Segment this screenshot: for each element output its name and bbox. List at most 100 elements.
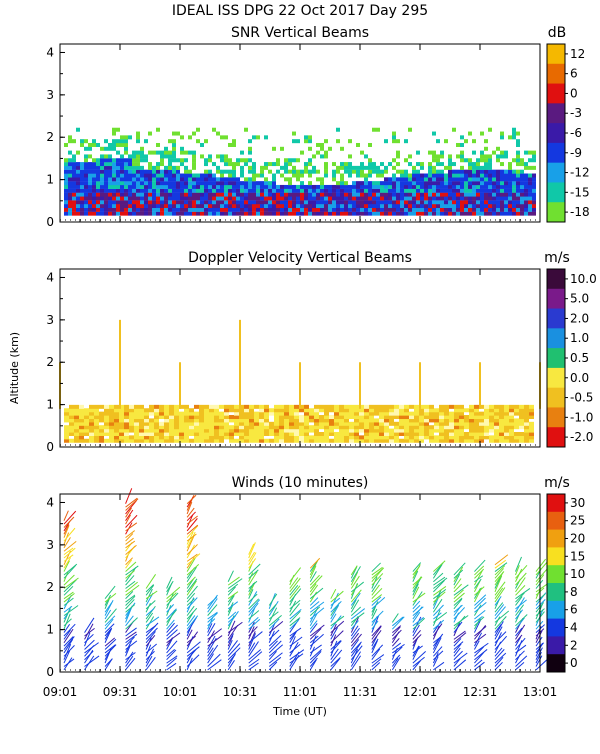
doppler-cell [319,431,324,436]
doppler-cell [489,404,494,409]
doppler-cell [199,431,204,436]
snr-cell [244,204,248,209]
doppler-cell [384,425,389,430]
doppler-cell [504,415,509,420]
snr-cell [220,207,224,212]
y-tick-label: 0 [46,665,54,679]
snr-cell [268,204,272,209]
snr-cell [364,173,368,178]
snr-cell [88,184,92,189]
snr-cell [472,211,476,216]
doppler-cell [524,428,529,433]
wind-barb [515,599,527,610]
wind-profile [453,562,469,671]
wind-barb [350,571,359,586]
snr-cell [460,196,464,201]
snr-cell [244,158,248,163]
doppler-cell [324,411,329,416]
snr-cell [208,200,212,205]
colorbar-swatch [547,182,565,203]
doppler-streak [479,362,481,409]
wind-profile [166,576,181,671]
doppler-cell [164,438,169,443]
snr-cell [436,196,440,201]
snr-cell [404,207,408,212]
snr-cell [336,139,340,144]
doppler-cell [259,404,264,409]
snr-cell [360,200,364,205]
snr-cell [244,211,248,216]
doppler-cell [454,438,459,443]
doppler-cell [464,435,469,440]
snr-cell [456,181,460,186]
snr-cell [452,173,456,178]
snr-cell [152,173,156,178]
snr-cell [532,196,536,201]
doppler-cell [289,411,294,416]
snr-cell [248,211,252,216]
wind-barb [412,600,421,610]
snr-cell [360,192,364,197]
snr-cell [376,204,380,209]
snr-cell [236,184,240,189]
snr-cell [444,204,448,209]
snr-cell [184,188,188,193]
snr-cell [496,192,500,197]
snr-cell [248,150,252,155]
snr-cell [516,131,520,136]
doppler-cell [364,411,369,416]
doppler-cell [509,411,514,416]
doppler-cell [524,435,529,440]
snr-cell [172,204,176,209]
wind-barb [186,544,198,555]
snr-cell [68,169,72,174]
doppler-cell [359,418,364,423]
snr-cell [112,139,116,144]
snr-cell [384,184,388,189]
snr-cell [404,139,408,144]
snr-cell [80,165,84,170]
doppler-cell [209,404,214,409]
snr-cell [168,188,172,193]
snr-cell [184,207,188,212]
snr-cell [264,165,268,170]
wind-barb [207,623,213,633]
doppler-cell [189,418,194,423]
snr-cell [500,196,504,201]
wind-barb [186,507,195,518]
doppler-cell [284,418,289,423]
snr-cell [428,196,432,201]
snr-cell [212,204,216,209]
snr-cell [396,162,400,167]
wind-barb [433,611,448,623]
snr-cell [340,207,344,212]
x-tick-label: 09:31 [103,685,138,699]
snr-cell [516,200,520,205]
wind-barb [473,570,483,586]
wind-barb [248,658,260,667]
doppler-cell [464,415,469,420]
snr-cell [448,204,452,209]
snr-cell [444,211,448,216]
doppler-cell [314,425,319,430]
wind-barb [104,609,112,620]
wind-barb [494,587,504,599]
snr-cell [128,181,132,186]
snr-cell [336,200,340,205]
doppler-cell [314,438,319,443]
wind-barb [474,659,483,667]
snr-cell [352,184,356,189]
snr-cell [68,181,72,186]
wind-barb [63,524,70,535]
snr-cell [324,207,328,212]
snr-cell [104,165,108,170]
snr-cell [440,204,444,209]
snr-cell [128,162,132,167]
doppler-cell [289,431,294,436]
snr-cell [520,192,524,197]
doppler-cell [344,418,349,423]
x-tick-label: 11:31 [343,685,378,699]
snr-cell [288,207,292,212]
doppler-cell [344,408,349,413]
wind-barb [412,583,419,596]
